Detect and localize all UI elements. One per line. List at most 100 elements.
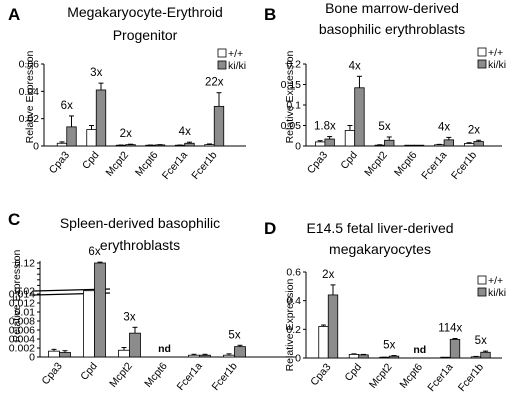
y-tick-label: 0.1 (286, 100, 301, 112)
y-tick-label: 0.6 (286, 267, 301, 279)
fold-change-label: 2x (120, 128, 132, 140)
bar-wt-fcer1a (188, 354, 200, 358)
y-tick-label: 0 (295, 353, 301, 365)
y-tick-label: 0.15 (281, 79, 302, 91)
fold-change-label: 4x (349, 60, 361, 72)
category-label-fcer1a: Fcer1a (425, 361, 455, 394)
panel-letter-a: A (8, 5, 20, 24)
fold-change-label: 22x (205, 77, 224, 89)
panel-title-a: Progenitor (113, 27, 178, 43)
bar-wt-fcer1b (204, 144, 215, 147)
legend-label-ki: ki/ki (488, 59, 506, 71)
y-tick-label: 0.04 (19, 86, 40, 98)
y-tick-label: 0.02 (15, 286, 36, 298)
bar-wt-fcer1b (223, 354, 235, 358)
y-tick-label: 0.06 (19, 59, 40, 71)
category-label-cpa3: Cpa3 (308, 361, 333, 388)
panel-title-b: basophilic erythroblasts (319, 21, 465, 37)
category-label-fcer1b: Fcer1b (456, 361, 486, 394)
category-label-mcpt6: Mcpt6 (397, 361, 425, 391)
category-label-cpd: Cpd (78, 360, 100, 383)
category-label-mcpt6: Mcpt6 (142, 360, 170, 390)
category-label-cpa3: Cpa3 (47, 149, 72, 176)
bar-ki-fcer1a (184, 142, 195, 147)
bar-wt-cpa3 (48, 350, 60, 358)
y-tick-label: 0.2 (286, 324, 301, 336)
legend-label-wt: +/+ (488, 47, 503, 59)
fold-change-label: 4x (179, 126, 191, 138)
y-tick-label: 0.2 (286, 59, 301, 71)
category-label-mcpt2: Mcpt2 (362, 149, 390, 179)
panel-a: A Megakaryocyte-Erythroid Progenitor Relati… (8, 4, 246, 182)
y-axis-label: Relative Expression (11, 249, 23, 342)
category-label-mcpt6: Mcpt6 (392, 149, 420, 179)
category-label-cpd: Cpd (342, 361, 364, 384)
y-tick-label: 0.008 (9, 316, 35, 328)
fold-change-label: 5x (228, 329, 240, 341)
legend-swatch-wt (477, 275, 487, 285)
fold-change-label: 3x (90, 67, 102, 79)
fold-change-label: 4x (438, 121, 450, 133)
fold-change-label: 5x (383, 340, 395, 352)
category-label-fcer1a: Fcer1a (175, 360, 205, 393)
legend-label-ki: ki/ki (488, 287, 506, 299)
bar-ki-fcer1b (213, 105, 225, 147)
bar-ki-mcpt2 (125, 144, 136, 147)
bar-ki-cpa3 (59, 352, 71, 358)
fold-change-label: 6x (61, 100, 73, 112)
bar-ki-cpd (94, 262, 106, 358)
fold-change-label: 2x (322, 269, 334, 281)
y-tick-label: 0.012 (9, 298, 35, 310)
category-label-mcpt2: Mcpt2 (367, 361, 395, 391)
legend-swatch-ki (477, 287, 487, 297)
category-label-fcer1a: Fcer1a (160, 149, 190, 182)
category-label-cpa3: Cpa3 (39, 360, 64, 387)
bar-wt-cpa3 (56, 142, 68, 147)
panel-b: B Bone marrow-derived basophilic erythrobl… (264, 0, 506, 182)
legend-label-wt: +/+ (488, 275, 503, 287)
panel-letter-d: D (264, 219, 276, 238)
panel-title-d: megakaryocytes (329, 241, 431, 257)
legend-swatch-ki (477, 59, 487, 69)
bar-wt-cpd (86, 129, 97, 147)
y-tick-label: 0.014 (9, 289, 35, 301)
panel-letter-c: C (8, 210, 20, 229)
bar-wt-cpa3 (314, 141, 326, 147)
category-label-mcpt6: Mcpt6 (133, 149, 161, 179)
y-tick-label: 0.004 (9, 334, 35, 346)
y-tick-label: 0.05 (281, 120, 302, 132)
fold-change-label: nd (158, 343, 171, 355)
bar-wt-cpd (83, 290, 95, 358)
fold-change-label: 3x (123, 311, 135, 323)
y-tick-label: 0 (29, 352, 35, 364)
fold-change-label: 2x (468, 124, 480, 136)
legend-label-ki: ki/ki (228, 60, 246, 72)
y-tick-label: 0.12 (15, 258, 36, 270)
fold-change-label: 5x (475, 335, 487, 347)
panel-title-c: erythroblasts (100, 237, 180, 253)
bar-ki-fcer1b (480, 351, 491, 359)
y-tick-label: 0 (295, 141, 301, 153)
legend-swatch-ki (217, 60, 227, 70)
bar-ki-cpd (358, 354, 369, 359)
fold-change-label: 5x (378, 121, 390, 133)
fold-change-label: nd (413, 344, 426, 356)
bar-ki-fcer1a (449, 338, 461, 359)
fold-change-label: 1.8x (314, 121, 336, 133)
bar-ki-cpa3 (66, 126, 77, 147)
bar-ki-cpd (354, 87, 365, 147)
y-tick-label: 0.006 (9, 325, 35, 337)
fold-change-label: 6x (88, 246, 100, 258)
panel-d: D E14.5 fetal liver-derived megakaryocytes… (264, 219, 506, 394)
category-label-cpa3: Cpa3 (305, 149, 330, 176)
bar-ki-cpd (95, 89, 107, 147)
category-label-cpd: Cpd (338, 149, 360, 172)
category-label-mcpt2: Mcpt2 (107, 360, 135, 390)
fold-change-label: 114x (438, 323, 462, 335)
y-tick-label: 0.4 (286, 295, 301, 307)
category-label-fcer1a: Fcer1a (419, 149, 449, 182)
bar-wt-mcpt2 (374, 144, 385, 147)
bar-wt-fcer1b (470, 356, 482, 359)
bar-ki-mcpt2 (388, 355, 400, 359)
